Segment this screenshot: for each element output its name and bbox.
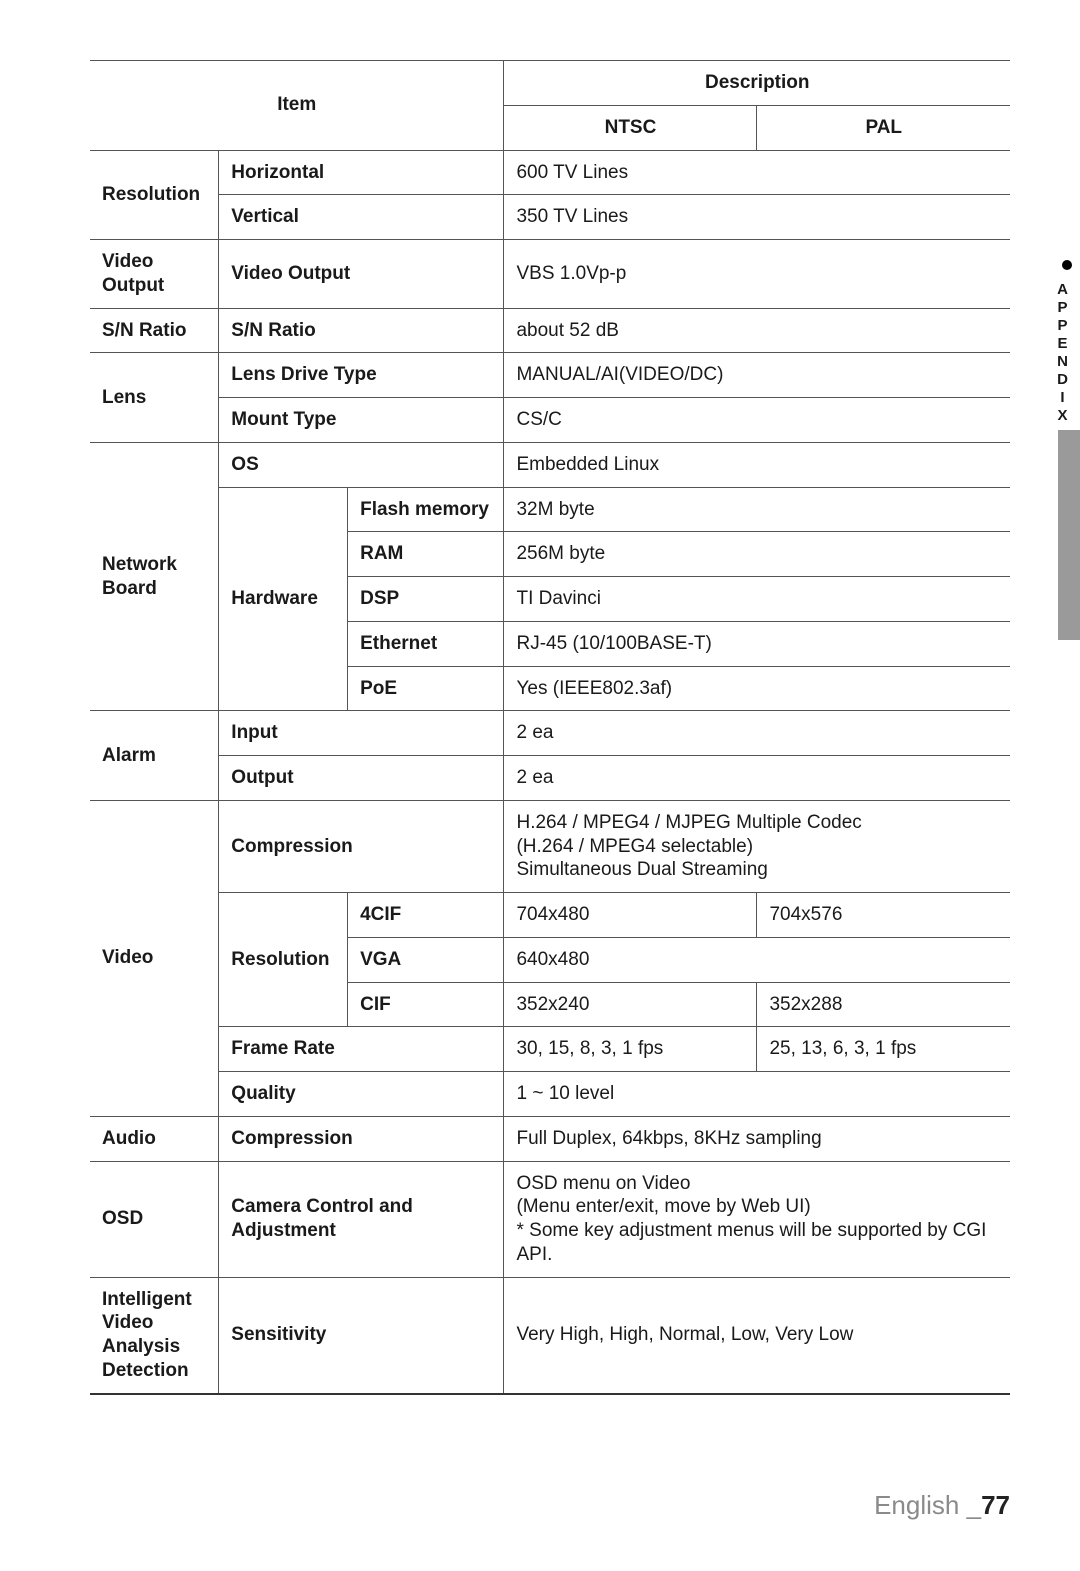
- cell-alarm-output-value: 2 ea: [504, 756, 1010, 801]
- table-row: OSD Camera Control and Adjustment OSD me…: [90, 1161, 1010, 1277]
- cell-sn-2: S/N Ratio: [219, 308, 504, 353]
- cell-cif-ntsc: 352x240: [504, 982, 757, 1027]
- cell-ram-label: RAM: [348, 532, 504, 577]
- cell-video-resolution: Resolution: [219, 893, 348, 1027]
- cell-4cif-label: 4CIF: [348, 893, 504, 938]
- cell-alarm: Alarm: [90, 711, 219, 801]
- header-ntsc: NTSC: [504, 105, 757, 150]
- table-row: Resolution Horizontal 600 TV Lines: [90, 150, 1010, 195]
- cell-lens-drive-label: Lens Drive Type: [219, 353, 504, 398]
- cell-osd: OSD: [90, 1161, 219, 1277]
- cell-sn-1: S/N Ratio: [90, 308, 219, 353]
- cell-dsp-label: DSP: [348, 577, 504, 622]
- cell-videoout-2: Video Output: [219, 240, 504, 309]
- cell-lens-mount-label: Mount Type: [219, 398, 504, 443]
- table-row: Lens Lens Drive Type MANUAL/AI(VIDEO/DC): [90, 353, 1010, 398]
- cell-framerate-ntsc: 30, 15, 8, 3, 1 fps: [504, 1027, 757, 1072]
- cell-video: Video: [90, 800, 219, 1116]
- cell-iva-sub: Sensitivity: [219, 1277, 504, 1394]
- cell-audio-sub: Compression: [219, 1116, 504, 1161]
- header-description: Description: [504, 61, 1010, 106]
- bullet-icon: [1062, 260, 1072, 270]
- cell-videoout-1: Video Output: [90, 240, 219, 309]
- table-row: Alarm Input 2 ea: [90, 711, 1010, 756]
- table-row: Item Description: [90, 61, 1010, 106]
- cell-flash-label: Flash memory: [348, 487, 504, 532]
- cell-audio-value: Full Duplex, 64kbps, 8KHz sampling: [504, 1116, 1010, 1161]
- table-row: Video Output Video Output VBS 1.0Vp-p: [90, 240, 1010, 309]
- cell-vertical-value: 350 TV Lines: [504, 195, 1010, 240]
- footer-sep: _: [967, 1490, 981, 1520]
- cell-os-value: Embedded Linux: [504, 442, 1010, 487]
- cell-vertical-label: Vertical: [219, 195, 504, 240]
- footer-page-number: 77: [981, 1490, 1010, 1520]
- cell-network-board: Network Board: [90, 442, 219, 711]
- cell-lens-drive-value: MANUAL/AI(VIDEO/DC): [504, 353, 1010, 398]
- thumb-tab: [1058, 430, 1080, 640]
- cell-horizontal-label: Horizontal: [219, 150, 504, 195]
- cell-lens-mount-value: CS/C: [504, 398, 1010, 443]
- cell-alarm-input-label: Input: [219, 711, 504, 756]
- table-row: Network Board OS Embedded Linux: [90, 442, 1010, 487]
- cell-video-compression-label: Compression: [219, 800, 504, 892]
- cell-eth-label: Ethernet: [348, 621, 504, 666]
- table-row: Hardware Flash memory 32M byte: [90, 487, 1010, 532]
- cell-framerate-label: Frame Rate: [219, 1027, 504, 1072]
- cell-quality-label: Quality: [219, 1072, 504, 1117]
- cell-video-compression-value: H.264 / MPEG4 / MJPEG Multiple Codec (H.…: [504, 800, 1010, 892]
- page: Item Description NTSC PAL Resolution Hor…: [0, 0, 1080, 1571]
- appendix-side-tab: APPENDIX: [1054, 260, 1080, 425]
- cell-osd-sub: Camera Control and Adjustment: [219, 1161, 504, 1277]
- table-row: Audio Compression Full Duplex, 64kbps, 8…: [90, 1116, 1010, 1161]
- table-row: Intelligent Video Analysis Detection Sen…: [90, 1277, 1010, 1394]
- cell-poe-label: PoE: [348, 666, 504, 711]
- table-row: Quality 1 ~ 10 level: [90, 1072, 1010, 1117]
- cell-resolution: Resolution: [90, 150, 219, 240]
- cell-hardware: Hardware: [219, 487, 348, 711]
- cell-alarm-output-label: Output: [219, 756, 504, 801]
- cell-os-label: OS: [219, 442, 504, 487]
- cell-framerate-pal: 25, 13, 6, 3, 1 fps: [757, 1027, 1010, 1072]
- cell-osd-value: OSD menu on Video (Menu enter/exit, move…: [504, 1161, 1010, 1277]
- cell-sn-value: about 52 dB: [504, 308, 1010, 353]
- cell-cif-label: CIF: [348, 982, 504, 1027]
- header-pal: PAL: [757, 105, 1010, 150]
- cell-horizontal-value: 600 TV Lines: [504, 150, 1010, 195]
- cell-lens: Lens: [90, 353, 219, 443]
- cell-poe-value: Yes (IEEE802.3af): [504, 666, 1010, 711]
- cell-vga-label: VGA: [348, 937, 504, 982]
- footer-language: English: [874, 1490, 959, 1520]
- cell-vga-value: 640x480: [504, 937, 1010, 982]
- cell-4cif-ntsc: 704x480: [504, 893, 757, 938]
- table-row: S/N Ratio S/N Ratio about 52 dB: [90, 308, 1010, 353]
- table-row: Video Compression H.264 / MPEG4 / MJPEG …: [90, 800, 1010, 892]
- cell-ram-value: 256M byte: [504, 532, 1010, 577]
- cell-flash-value: 32M byte: [504, 487, 1010, 532]
- spec-table: Item Description NTSC PAL Resolution Hor…: [90, 60, 1010, 1395]
- cell-videoout-value: VBS 1.0Vp-p: [504, 240, 1010, 309]
- cell-dsp-value: TI Davinci: [504, 577, 1010, 622]
- cell-eth-value: RJ-45 (10/100BASE-T): [504, 621, 1010, 666]
- table-row: Mount Type CS/C: [90, 398, 1010, 443]
- cell-alarm-input-value: 2 ea: [504, 711, 1010, 756]
- page-footer: English _77: [874, 1490, 1010, 1521]
- appendix-label: APPENDIX: [1054, 281, 1071, 425]
- table-row: Vertical 350 TV Lines: [90, 195, 1010, 240]
- cell-iva-value: Very High, High, Normal, Low, Very Low: [504, 1277, 1010, 1394]
- cell-cif-pal: 352x288: [757, 982, 1010, 1027]
- cell-audio: Audio: [90, 1116, 219, 1161]
- cell-4cif-pal: 704x576: [757, 893, 1010, 938]
- table-row: Frame Rate 30, 15, 8, 3, 1 fps 25, 13, 6…: [90, 1027, 1010, 1072]
- table-row: Output 2 ea: [90, 756, 1010, 801]
- cell-iva: Intelligent Video Analysis Detection: [90, 1277, 219, 1394]
- header-item: Item: [90, 61, 504, 151]
- table-row: Resolution 4CIF 704x480 704x576: [90, 893, 1010, 938]
- cell-quality-value: 1 ~ 10 level: [504, 1072, 1010, 1117]
